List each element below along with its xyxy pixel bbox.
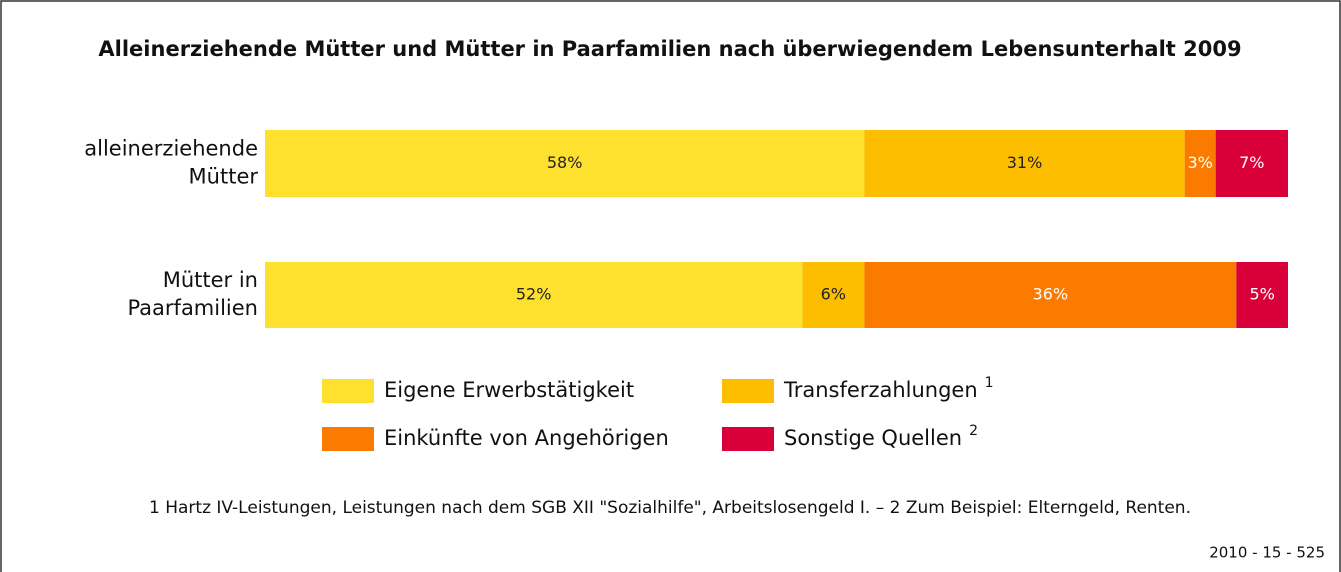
legend-swatch — [322, 379, 374, 403]
value-label: 36% — [1033, 285, 1069, 304]
value-label: 31% — [1007, 153, 1043, 172]
bar-segment — [1236, 262, 1288, 328]
footnote: 1 Hartz IV-Leistungen, Leistungen nach d… — [149, 498, 1191, 518]
chart-title: Alleinerziehende Mütter und Mütter in Pa… — [98, 37, 1241, 61]
y-tick-label: alleinerziehende — [84, 137, 258, 161]
legend-swatch — [322, 427, 374, 451]
legend-label: Eigene Erwerbstätigkeit — [384, 378, 634, 402]
legend-swatch — [722, 379, 774, 403]
y-tick-label: Mütter in — [163, 268, 258, 292]
legend-name: Einkünfte von Angehörigen — [384, 426, 669, 450]
value-label: 52% — [516, 285, 552, 304]
bar-segment — [265, 130, 865, 197]
bar-segment — [864, 130, 1185, 197]
bar-segment — [864, 262, 1237, 328]
legend-name: Transferzahlungen — [783, 378, 978, 402]
value-label: 5% — [1249, 285, 1274, 304]
source: 2010 - 15 - 525 — [1209, 544, 1325, 562]
bar-segment — [802, 262, 865, 328]
value-label: 7% — [1239, 153, 1264, 172]
value-label: 3% — [1187, 153, 1212, 172]
y-tick-label: Mütter — [189, 165, 259, 189]
y-tick-label: Paarfamilien — [127, 296, 258, 320]
legend-name: Sonstige Quellen — [784, 426, 962, 450]
legend-label: Einkünfte von Angehörigen — [384, 426, 669, 450]
bar-segment — [265, 262, 803, 328]
legend-footnote-ref: 2 — [969, 423, 978, 439]
value-label: 58% — [547, 153, 583, 172]
legend-footnote-ref: 1 — [985, 375, 994, 391]
bar-segment — [1184, 130, 1216, 197]
value-label: 6% — [821, 285, 846, 304]
legend-name: Eigene Erwerbstätigkeit — [384, 378, 634, 402]
bar-segment — [1215, 130, 1288, 197]
legend-swatch — [722, 427, 774, 451]
legend-label: Sonstige Quellen 2 — [784, 423, 978, 450]
legend-label: Transferzahlungen 1 — [783, 375, 994, 402]
